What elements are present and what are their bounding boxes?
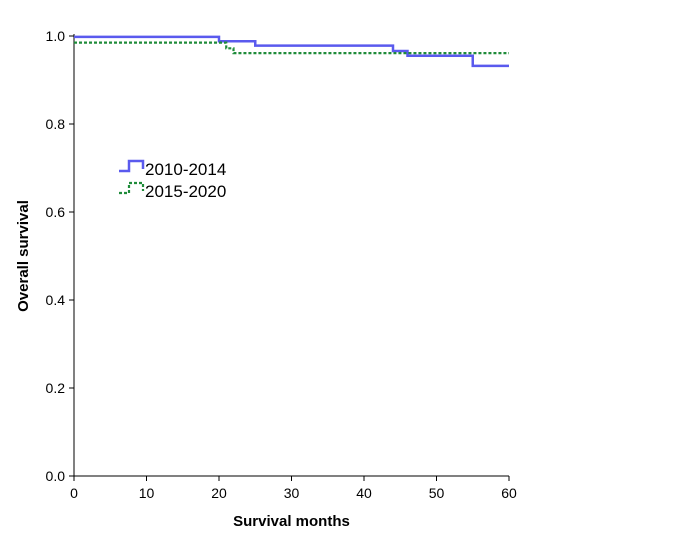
series-line-2 bbox=[74, 41, 509, 55]
y-tick-label: 0.4 bbox=[46, 292, 66, 308]
y-tick-label: 0.8 bbox=[46, 116, 66, 132]
x-axis: 0 10 20 30 40 50 60 bbox=[70, 475, 517, 501]
x-tick-label: 60 bbox=[501, 485, 517, 501]
y-tick-label: 0.0 bbox=[46, 468, 66, 484]
x-tick-label: 50 bbox=[429, 485, 445, 501]
x-tick-label: 0 bbox=[70, 485, 78, 501]
x-tick-label: 10 bbox=[139, 485, 155, 501]
legend-swatch-2 bbox=[119, 181, 145, 195]
series-line-1 bbox=[74, 35, 509, 68]
legend-label-2: 2015-2020 bbox=[145, 182, 226, 201]
x-tick-label: 40 bbox=[356, 485, 372, 501]
legend-swatch-1 bbox=[119, 159, 145, 173]
series-layer bbox=[74, 35, 509, 68]
y-axis-title: Overall survival bbox=[15, 200, 32, 312]
y-tick-label: 0.2 bbox=[46, 380, 66, 396]
x-tick-label: 20 bbox=[211, 485, 227, 501]
y-tick-label: 0.6 bbox=[46, 204, 66, 220]
y-axis: 0.0 0.2 0.4 0.6 0.8 1.0 bbox=[46, 28, 75, 484]
legend-label-1: 2010-2014 bbox=[145, 160, 226, 179]
legend: 2010-2014 2015-2020 bbox=[119, 159, 226, 201]
y-tick-label: 1.0 bbox=[46, 28, 66, 44]
x-axis-title: Survival months bbox=[233, 513, 350, 530]
x-tick-label: 30 bbox=[284, 485, 300, 501]
